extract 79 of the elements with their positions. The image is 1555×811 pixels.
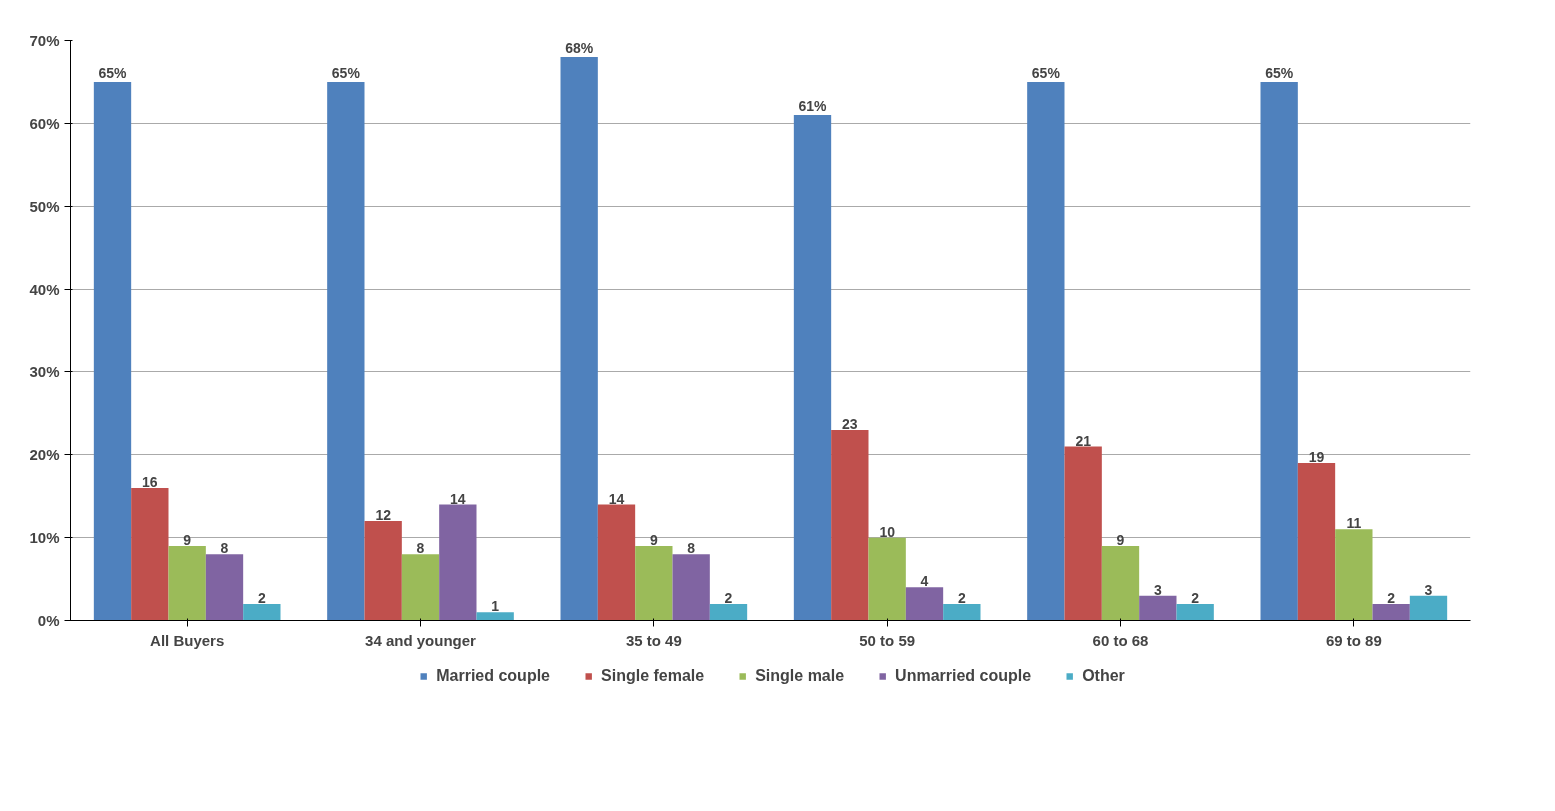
bar xyxy=(327,81,365,621)
y-tick-label: 60% xyxy=(29,114,60,132)
data-label: 8 xyxy=(220,540,229,557)
bar xyxy=(793,115,832,621)
data-label: 65% xyxy=(331,64,361,81)
x-tick-label: All Buyers xyxy=(150,631,225,649)
legend-label: Married couple xyxy=(436,667,551,685)
data-label: 61% xyxy=(798,98,828,115)
bar xyxy=(672,554,710,621)
bar xyxy=(1176,603,1214,621)
x-tick-label: 60 to 68 xyxy=(1092,631,1149,649)
data-label: 9 xyxy=(183,531,192,548)
data-label: 2 xyxy=(724,589,733,606)
bar xyxy=(709,603,748,621)
data-label: 21 xyxy=(1075,432,1092,449)
data-label: 23 xyxy=(842,415,858,432)
bar xyxy=(476,612,514,621)
data-label: 8 xyxy=(687,540,696,557)
bar xyxy=(1372,603,1410,621)
legend-label: Single male xyxy=(755,667,845,685)
bar xyxy=(168,545,206,621)
bar xyxy=(868,537,906,621)
x-tick-label: 69 to 89 xyxy=(1325,631,1382,649)
bar xyxy=(243,603,281,621)
data-label: 9 xyxy=(649,531,658,548)
y-tick-label: 70% xyxy=(29,32,60,49)
data-label: 19 xyxy=(1308,449,1325,466)
data-label: 9 xyxy=(1116,531,1125,548)
data-label: 3 xyxy=(1153,581,1162,598)
y-tick-label: 30% xyxy=(29,363,60,381)
x-tick-label: 34 and younger xyxy=(365,631,477,649)
y-tick-label: 10% xyxy=(29,529,60,547)
bar xyxy=(831,429,869,621)
data-label: 65% xyxy=(1031,64,1061,81)
bar xyxy=(364,521,402,621)
bar xyxy=(93,81,132,621)
data-label: 2 xyxy=(1387,589,1396,606)
data-label: 2 xyxy=(1191,589,1200,606)
y-tick-label: 20% xyxy=(29,446,60,464)
x-tick-label: 50 to 59 xyxy=(859,631,916,649)
data-label: 10 xyxy=(879,523,896,540)
bar xyxy=(1064,446,1102,621)
data-label: 8 xyxy=(416,540,425,557)
data-label: 16 xyxy=(142,473,158,490)
data-label: 14 xyxy=(450,490,466,507)
data-label: 2 xyxy=(957,589,966,606)
bar xyxy=(439,504,477,621)
data-label: 14 xyxy=(608,490,625,507)
bar xyxy=(943,603,981,621)
bar xyxy=(905,587,944,621)
bar xyxy=(1297,463,1336,621)
data-label: 11 xyxy=(1346,515,1362,532)
data-label: 68% xyxy=(565,40,594,57)
legend-label: Single female xyxy=(601,667,705,685)
bar xyxy=(205,554,244,621)
data-label: 65% xyxy=(98,64,128,81)
data-label: 4 xyxy=(920,573,929,590)
x-tick-label: 35 to 49 xyxy=(625,631,682,649)
data-label: 3 xyxy=(1424,581,1433,598)
legend-label: Other xyxy=(1082,667,1125,685)
bar xyxy=(560,57,598,621)
data-label: 2 xyxy=(257,589,266,606)
data-label: 65% xyxy=(1265,64,1294,81)
bar xyxy=(131,487,169,621)
y-tick-label: 50% xyxy=(29,197,60,215)
bar xyxy=(597,504,636,621)
bar xyxy=(1409,595,1448,621)
data-label: 1 xyxy=(491,598,500,615)
bar xyxy=(401,554,440,621)
y-tick-label: 0% xyxy=(37,612,60,629)
bar xyxy=(1027,81,1065,621)
bar xyxy=(1139,595,1177,621)
bar xyxy=(1335,529,1373,621)
bar xyxy=(635,545,673,621)
bar xyxy=(1101,545,1140,621)
y-tick-label: 40% xyxy=(29,280,60,298)
bar xyxy=(1260,81,1298,621)
legend-label: Unmarried couple xyxy=(895,667,1032,685)
data-label: 12 xyxy=(375,507,392,524)
